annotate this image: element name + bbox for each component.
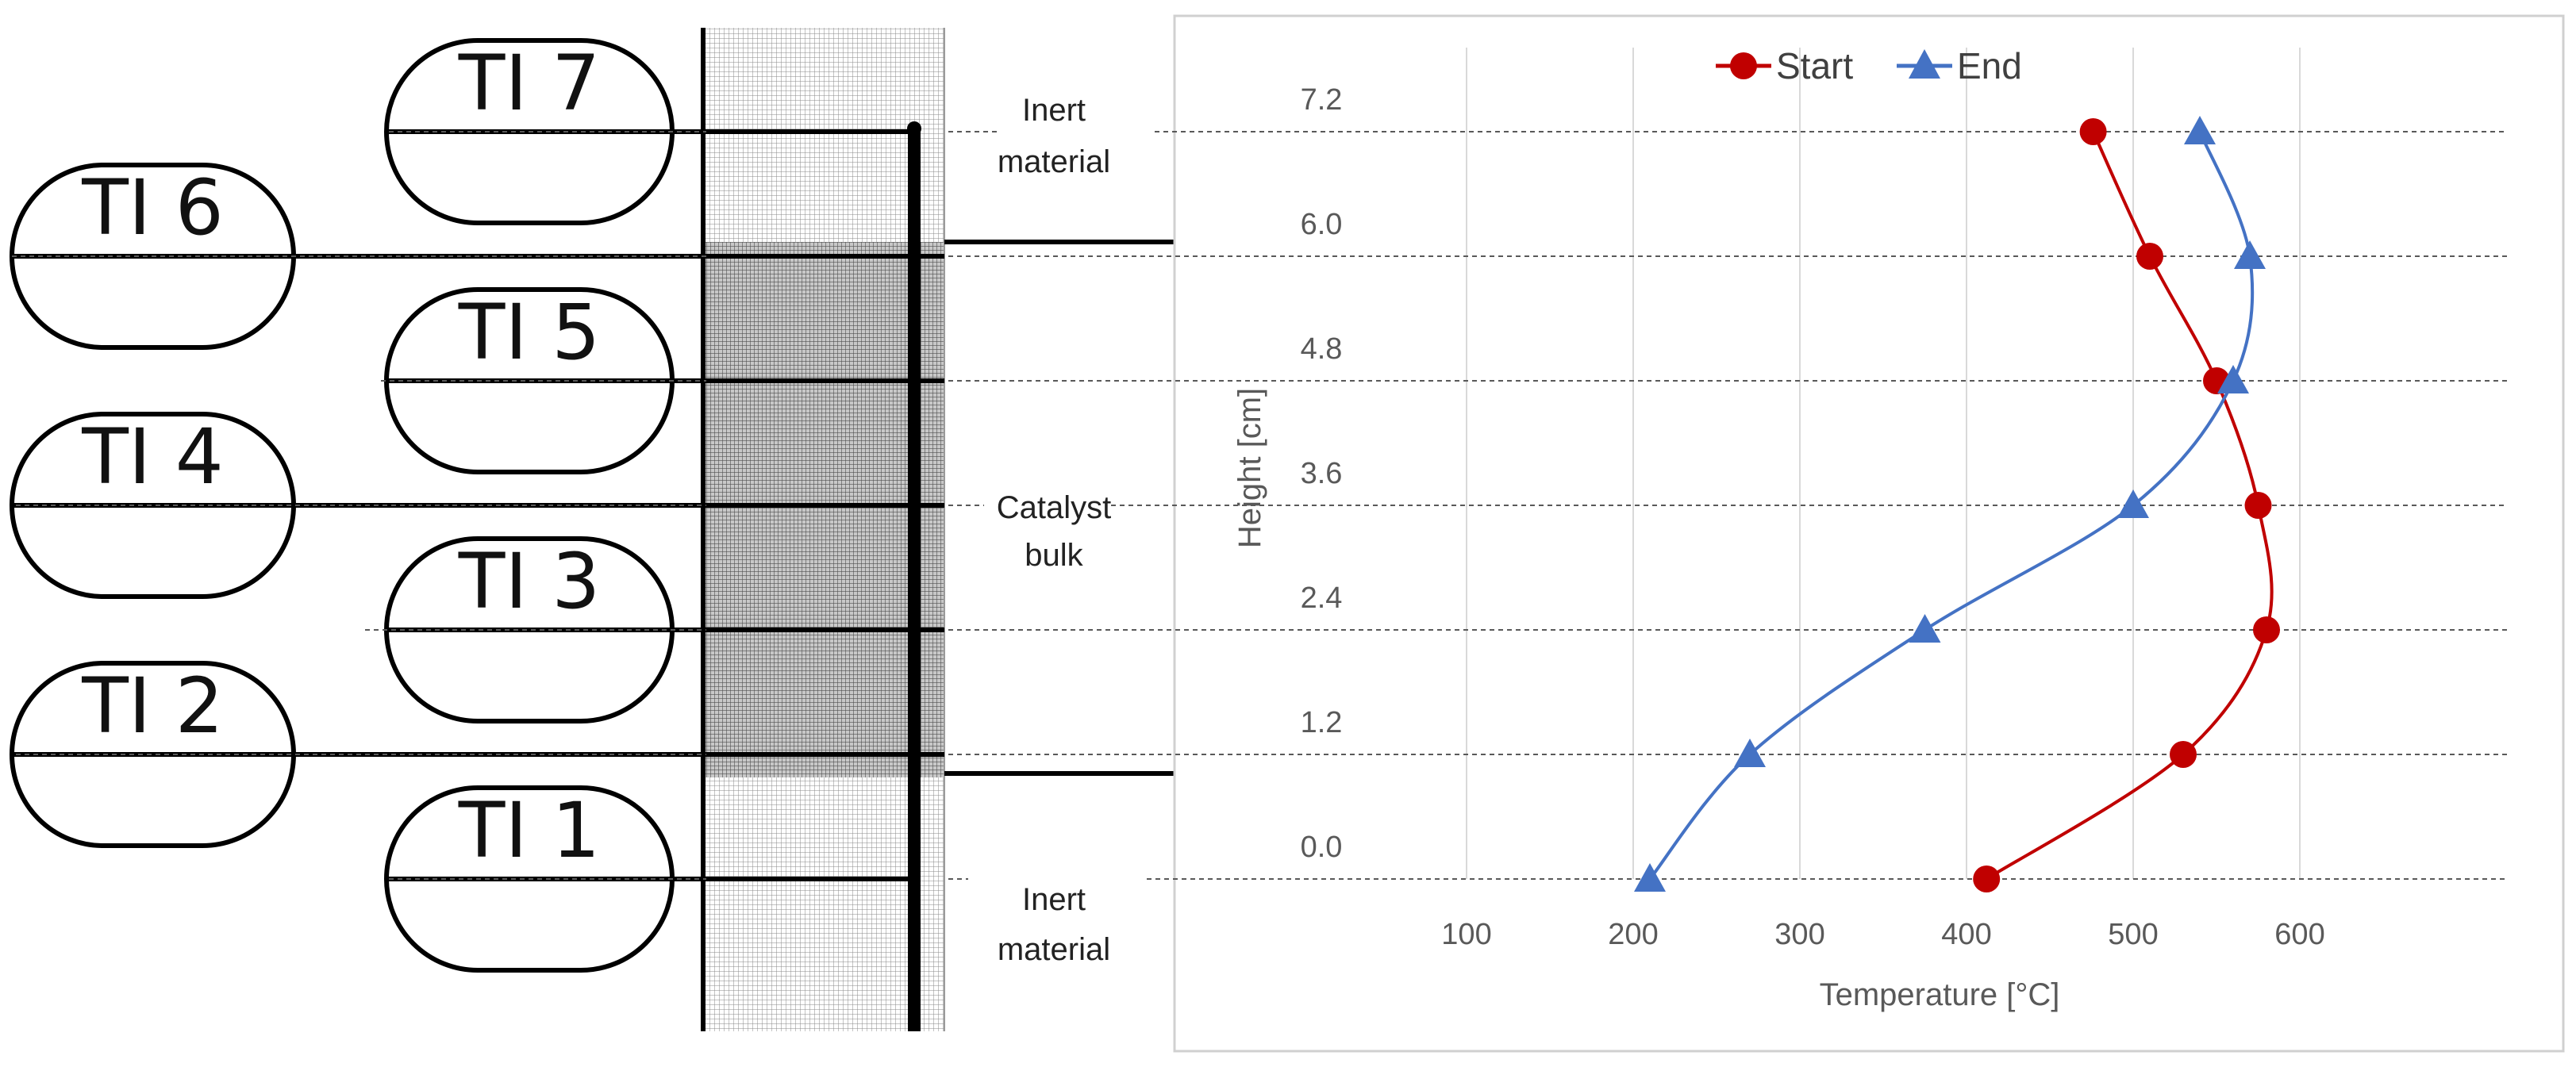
thermocouple-ti-2: TI 2 bbox=[10, 661, 944, 848]
legend-end-marker bbox=[1909, 49, 1940, 79]
zone-middle-label-line1: Catalyst bbox=[997, 490, 1112, 525]
legend-end-label: End bbox=[1957, 45, 2022, 86]
legend: Start End bbox=[1716, 45, 2022, 86]
y-tick-label: 3.6 bbox=[1301, 457, 1343, 490]
y-tick-label: 7.2 bbox=[1301, 83, 1343, 117]
x-tick-label: 100 bbox=[1441, 918, 1491, 951]
zone-labels: Inert material Catalyst bulk Inert mater… bbox=[997, 93, 1112, 967]
thermocouple-label: TI 4 bbox=[81, 413, 224, 501]
legend-start-marker bbox=[1730, 52, 1757, 79]
data-point-end-5 bbox=[2234, 240, 2266, 269]
x-tick-label: 400 bbox=[1941, 918, 1991, 951]
y-tick-label: 6.0 bbox=[1301, 208, 1343, 241]
y-tick-label: 2.4 bbox=[1301, 581, 1343, 615]
data-point-start-3 bbox=[2244, 492, 2272, 519]
chart-grid bbox=[1466, 48, 2301, 879]
data-point-start-1 bbox=[2170, 741, 2197, 768]
legend-item-end: End bbox=[1897, 45, 2022, 86]
zone-top-label-line1: Inert bbox=[1022, 93, 1086, 128]
thermocouple-label: TI 1 bbox=[458, 786, 601, 875]
zone-top-label-line2: material bbox=[998, 144, 1110, 179]
thermocouple-label: TI 6 bbox=[81, 163, 224, 252]
data-point-end-6 bbox=[2184, 116, 2216, 144]
thermocouple-label: TI 3 bbox=[458, 537, 601, 626]
data-point-end-1 bbox=[1734, 739, 1766, 767]
thermocouple-ti-4: TI 4 bbox=[10, 412, 944, 599]
data-point-end-4 bbox=[2217, 365, 2249, 393]
y-axis-label: Height [cm] bbox=[1232, 388, 1267, 548]
y-tick-label: 0.0 bbox=[1301, 831, 1343, 864]
data-point-end-0 bbox=[1634, 863, 1666, 892]
chart-series bbox=[1634, 116, 2280, 892]
data-point-start-0 bbox=[1973, 865, 2001, 892]
y-tick-label: 1.2 bbox=[1301, 706, 1343, 739]
zone-bottom-label-line2: material bbox=[998, 932, 1110, 967]
y-tick-label: 4.8 bbox=[1301, 332, 1343, 366]
temperature-profile-chart: 100 200 300 400 500 600 0.0 1.2 2.4 3.6 4.8 6.0 7.2… bbox=[12, 14, 2565, 1053]
x-tick-label: 600 bbox=[2274, 918, 2324, 951]
legend-item-start: Start bbox=[1716, 45, 1853, 86]
x-tick-label: 500 bbox=[2108, 918, 2158, 951]
thermocouple-label: TI 5 bbox=[458, 288, 601, 377]
chart-frame bbox=[1173, 14, 2565, 1053]
reactor-schematic: TI 7 TI 6 TI 5 TI 4 TI 3 TI 2 TI 1 bbox=[10, 28, 1175, 1031]
series-start bbox=[1973, 118, 2280, 892]
series-end bbox=[1634, 116, 2266, 892]
x-axis-label: Temperature [°C] bbox=[1820, 977, 2060, 1012]
data-point-start-6 bbox=[2079, 118, 2107, 145]
y-tick-labels: 0.0 1.2 2.4 3.6 4.8 6.0 7.2 bbox=[1301, 83, 1343, 864]
data-point-start-5 bbox=[2136, 243, 2163, 270]
data-point-end-2 bbox=[1909, 614, 1941, 643]
thermocouple-ti-3: TI 3 bbox=[384, 536, 944, 723]
thermocouple-label: TI 7 bbox=[458, 39, 601, 128]
zone-bottom-label-line1: Inert bbox=[1022, 882, 1086, 917]
legend-start-label: Start bbox=[1776, 45, 1853, 86]
zone-middle-label-line2: bulk bbox=[1025, 538, 1083, 573]
x-tick-label: 200 bbox=[1608, 918, 1658, 951]
x-tick-label: 300 bbox=[1774, 918, 1824, 951]
catalyst-bed bbox=[703, 242, 944, 777]
thermocouple-label: TI 2 bbox=[81, 662, 224, 750]
height-guide-lines bbox=[12, 131, 2508, 880]
x-tick-labels: 100 200 300 400 500 600 bbox=[1441, 918, 2324, 951]
data-point-end-3 bbox=[2117, 489, 2149, 518]
data-point-start-2 bbox=[2253, 616, 2280, 643]
